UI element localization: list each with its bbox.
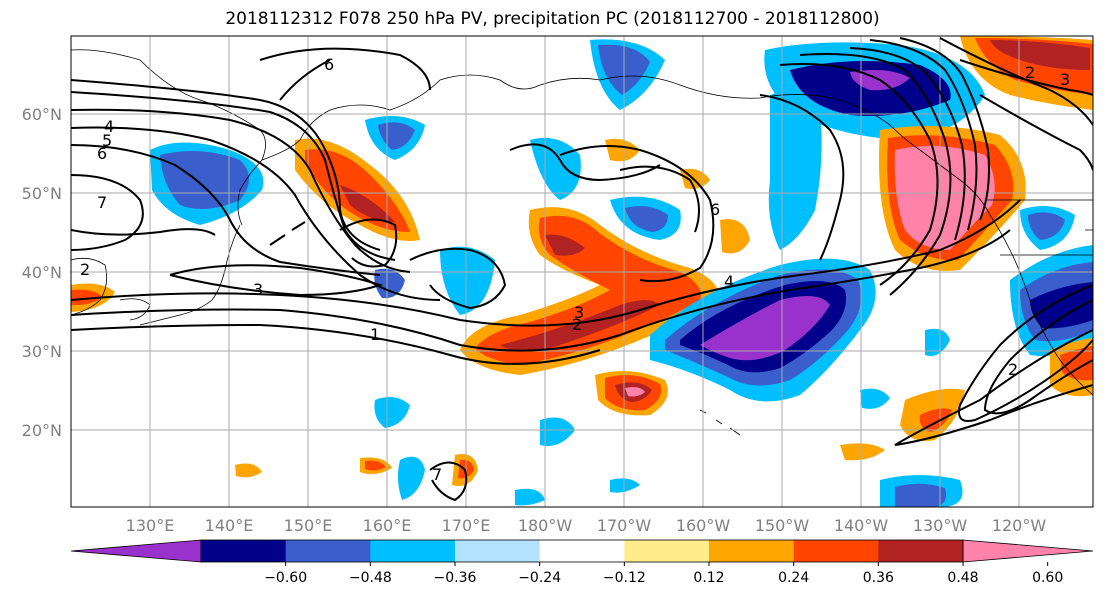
lat-label: 30°N bbox=[22, 342, 62, 361]
lon-label: 150°W bbox=[755, 516, 810, 535]
colorbar-tick-label: −0.24 bbox=[518, 570, 561, 586]
lat-label: 40°N bbox=[22, 263, 62, 282]
lon-label: 150°E bbox=[284, 516, 333, 535]
colorbar-segment bbox=[455, 540, 541, 562]
colorbar-segment bbox=[878, 540, 964, 562]
colorbar-segment bbox=[539, 540, 625, 562]
colorbar-tick-label: −0.48 bbox=[349, 570, 392, 586]
contour-label: 1 bbox=[370, 325, 380, 344]
coastlines bbox=[71, 49, 1093, 436]
colorbar-tick-label: 0.48 bbox=[947, 570, 978, 586]
colorbar-tick-labels: −0.60 −0.48 −0.36 −0.24 −0.12 0.12 0.24 0.36 0.4… bbox=[264, 562, 1063, 586]
colorbar-tick-label: −0.12 bbox=[603, 570, 646, 586]
colorbar-segment bbox=[370, 540, 456, 562]
lat-label: 50°N bbox=[22, 184, 62, 203]
colorbar-tick-label: −0.36 bbox=[434, 570, 477, 586]
colorbar-segment bbox=[70, 539, 202, 563]
lon-label: 160°E bbox=[363, 516, 412, 535]
colorbar-tick-label: 0.60 bbox=[1032, 570, 1063, 586]
lon-label: 170°W bbox=[597, 516, 652, 535]
lon-labels: 130°E 140°E 150°E 160°E 170°E 180°W 170°… bbox=[126, 516, 1047, 535]
colorbar-tick-label: 0.36 bbox=[863, 570, 894, 586]
contour-label: 6 bbox=[97, 144, 107, 163]
lat-labels: 20°N 30°N 40°N 50°N 60°N bbox=[22, 105, 62, 440]
map-title: 2018112312 F078 250 hPa PV, precipitatio… bbox=[225, 9, 880, 29]
contour-label: 3 bbox=[253, 280, 263, 299]
contour-label: 2 bbox=[1008, 360, 1018, 379]
colorbar-segment bbox=[624, 540, 710, 562]
contour-label: 4 bbox=[104, 117, 114, 136]
lat-label: 60°N bbox=[22, 105, 62, 124]
lon-label: 170°E bbox=[442, 516, 491, 535]
plot-frame bbox=[70, 35, 1094, 508]
contour-label: 4 bbox=[724, 272, 734, 291]
lat-label: 20°N bbox=[22, 421, 62, 440]
contour-label: 5 bbox=[102, 131, 112, 150]
precipitation-shading bbox=[71, 36, 1093, 507]
contour-label: 7 bbox=[432, 465, 442, 484]
lon-label: 130°E bbox=[126, 516, 175, 535]
contour-label: 6 bbox=[710, 200, 720, 219]
contour-label: 3 bbox=[574, 303, 584, 322]
lon-label: 140°W bbox=[834, 516, 889, 535]
contour-label: 7 bbox=[97, 193, 107, 212]
lon-label: 120°W bbox=[992, 516, 1047, 535]
lon-label: 140°E bbox=[205, 516, 254, 535]
colorbar-frame bbox=[200, 539, 964, 563]
lon-label: 160°W bbox=[676, 516, 731, 535]
colorbar-tick-label: 0.24 bbox=[778, 570, 809, 586]
contour-label: 2 bbox=[80, 260, 90, 279]
contour-label: 3 bbox=[1060, 70, 1070, 89]
colorbar-segment bbox=[962, 539, 1094, 563]
contour-label: 2 bbox=[572, 315, 582, 334]
colorbar-segment bbox=[709, 540, 795, 562]
lon-label: 130°W bbox=[913, 516, 968, 535]
pv-contours bbox=[71, 37, 1093, 502]
colorbar-segment bbox=[285, 540, 371, 562]
colorbar-tick-label: 0.12 bbox=[693, 570, 724, 586]
contour-label: 2 bbox=[1025, 63, 1035, 82]
contour-label: 6 bbox=[324, 55, 334, 74]
colorbar bbox=[70, 539, 1094, 563]
lon-label: 180°W bbox=[518, 516, 573, 535]
colorbar-tick-label: −0.60 bbox=[264, 570, 307, 586]
contour-label-group: 6 4 5 6 7 3 2 1 2 3 6 4 3 2 7 2 bbox=[80, 55, 1070, 484]
colorbar-segment bbox=[793, 540, 879, 562]
colorbar-segment bbox=[201, 540, 287, 562]
